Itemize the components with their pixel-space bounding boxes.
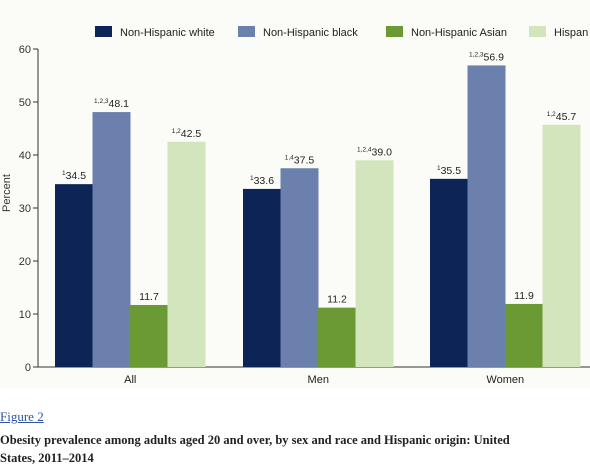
y-tick-label: 40 [19,150,31,162]
bar [55,184,93,367]
bar-value-label: 11.7 [139,291,159,303]
bar-label-superscript: 1,2,3 [469,51,484,58]
y-tick-label: 0 [25,362,31,374]
bar [542,124,581,367]
bar-label-superscript: 1 [437,165,441,172]
bar-label-value: 42.5 [181,128,202,140]
bar-label-superscript: 1,4 [285,154,294,161]
bar-value-label: 1,2,348.1 [94,98,129,110]
bar [130,304,168,367]
bar-label-superscript: 1,2,3 [94,98,109,105]
bar [505,303,543,367]
bar-value-label: 1,437.5 [285,154,315,166]
legend-label: Hispan [554,27,588,39]
bar-value-label: 134.5 [62,170,86,182]
bar [355,160,394,367]
legend-swatch [529,26,546,37]
bar-value-label: 11.2 [327,294,347,306]
bar [92,112,131,367]
x-category-label: All [124,374,136,386]
bar [430,178,468,367]
x-category-label: Women [486,374,524,386]
bar-label-value: 56.9 [484,51,505,63]
bar [467,65,506,368]
bar-label-value: 37.5 [294,154,315,166]
chart-panel: Non-Hispanic white Non-Hispanic black Non-… [1,26,590,386]
bar-label-superscript: 1,2,4 [357,146,372,153]
bar-label-value: 34.5 [66,170,87,182]
bar-label-value: 39.0 [372,146,393,158]
caption-line-1: Obesity prevalence among adults aged 20 … [0,433,510,447]
y-tick-label: 20 [19,256,31,268]
bar-label-value: 48.1 [109,98,130,110]
bar-value-label: 1,242.5 [172,128,202,140]
bar-label-superscript: 1,2 [172,128,181,135]
bar-value-label: 1,2,356.9 [469,51,504,63]
figure-caption: Obesity prevalence among adults aged 20 … [0,431,590,467]
figure-link[interactable]: Figure 2 [0,409,44,424]
caption-line-2: States, 2011–2014 [0,451,94,465]
y-tick-label: 10 [19,309,31,321]
bar-label-value: 33.6 [254,175,275,187]
y-tick-label: 30 [19,203,31,215]
legend-label: Non-Hispanic Asian [411,27,507,39]
bar-value-label: 133.6 [250,175,274,187]
legend-label: Non-Hispanic white [120,27,215,39]
bar-value-label: 11.9 [514,290,534,302]
legend-label: Non-Hispanic black [263,27,358,39]
bar-label-value: 45.7 [556,111,577,123]
bar-value-label: 1,2,439.0 [357,146,392,158]
legend-swatch [238,26,255,37]
y-axis-title: Percent [1,174,13,212]
bar-label-value: 35.5 [441,165,462,177]
bar [280,168,319,367]
bar [167,141,206,367]
legend-swatch [95,26,112,37]
bar-label-superscript: 1 [62,170,66,177]
bar [243,188,281,367]
bar-label-superscript: 1,2 [547,111,556,118]
y-tick-label: 60 [19,44,31,56]
obesity-bar-chart: Non-Hispanic white Non-Hispanic black Non-… [1,26,590,386]
bar [318,307,356,367]
x-category-label: Men [308,374,329,386]
bar-label-superscript: 1 [250,175,254,182]
bar-value-label: 1,245.7 [547,111,577,123]
y-tick-label: 50 [19,97,31,109]
legend-swatch [386,26,403,37]
bar-value-label: 135.5 [437,165,461,177]
